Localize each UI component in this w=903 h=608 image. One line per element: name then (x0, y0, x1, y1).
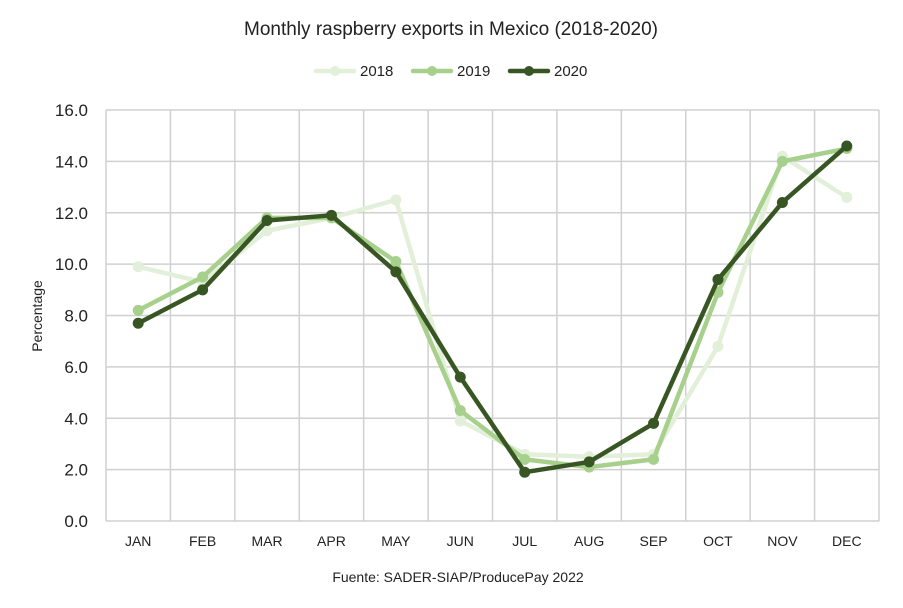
y-tick-label: 2.0 (64, 461, 88, 480)
y-axis-ticks: 0.0 2.0 4.0 6.0 8.0 10.0 12.0 14.0 16.0 (55, 101, 88, 531)
data-point (583, 456, 595, 468)
data-point (776, 155, 788, 167)
gridlines (105, 109, 880, 522)
y-tick-label: 14.0 (55, 152, 88, 171)
series-2020 (132, 140, 853, 478)
source-note: Fuente: SADER-SIAP/ProducePay 2022 (332, 569, 584, 585)
legend-item-2018: 2018 (313, 63, 393, 80)
legend-marker (330, 66, 340, 76)
data-point (648, 417, 660, 429)
x-tick-label: JAN (125, 533, 151, 549)
data-point (261, 214, 273, 226)
y-tick-label: 6.0 (64, 358, 88, 377)
data-point (454, 371, 466, 383)
data-point (197, 271, 209, 283)
data-point (390, 256, 402, 268)
y-axis-label: Percentage (29, 280, 45, 352)
legend-label: 2018 (360, 63, 393, 80)
x-tick-label: MAR (251, 533, 282, 549)
data-point (841, 140, 853, 152)
y-tick-label: 4.0 (64, 409, 88, 428)
data-point (776, 196, 788, 208)
legend-label: 2020 (554, 63, 587, 80)
x-tick-label: MAY (381, 533, 411, 549)
x-tick-label: FEB (189, 533, 216, 549)
legend-item-2020: 2020 (507, 63, 587, 80)
data-point (841, 191, 853, 203)
legend: 2018 2019 2020 (313, 63, 587, 80)
y-tick-label: 0.0 (64, 512, 88, 531)
chart-title: Monthly raspberry exports in Mexico (201… (244, 19, 658, 40)
data-point (454, 405, 466, 417)
data-point (132, 261, 144, 273)
data-point (390, 266, 402, 278)
data-point (712, 274, 724, 286)
series-line (135, 143, 850, 475)
x-tick-label: OCT (703, 533, 733, 549)
data-point (648, 453, 660, 465)
x-tick-label: APR (317, 533, 346, 549)
data-point (390, 194, 402, 206)
data-point (519, 453, 531, 465)
data-point (519, 466, 531, 478)
y-tick-label: 12.0 (55, 204, 88, 223)
data-point (132, 304, 144, 316)
x-tick-label: AUG (574, 533, 604, 549)
legend-marker (427, 66, 437, 76)
y-tick-label: 10.0 (55, 255, 88, 274)
data-point (325, 209, 337, 221)
x-tick-label: JUN (447, 533, 474, 549)
x-tick-label: SEP (640, 533, 668, 549)
x-axis-ticks: JAN FEB MAR APR MAY JUN JUL AUG SEP OCT NOV DEC (125, 533, 862, 549)
y-tick-label: 8.0 (64, 307, 88, 326)
x-tick-label: JUL (512, 533, 537, 549)
x-tick-label: NOV (767, 533, 798, 549)
data-point (132, 317, 144, 329)
legend-item-2019: 2019 (410, 63, 490, 80)
data-point (197, 284, 209, 296)
x-tick-label: DEC (832, 533, 862, 549)
series-line (135, 146, 850, 470)
data-point (712, 340, 724, 352)
data-point (454, 415, 466, 427)
y-tick-label: 16.0 (55, 101, 88, 120)
series-layer (132, 140, 853, 478)
legend-marker (524, 66, 534, 76)
data-point (261, 225, 273, 237)
legend-label: 2019 (457, 63, 490, 80)
